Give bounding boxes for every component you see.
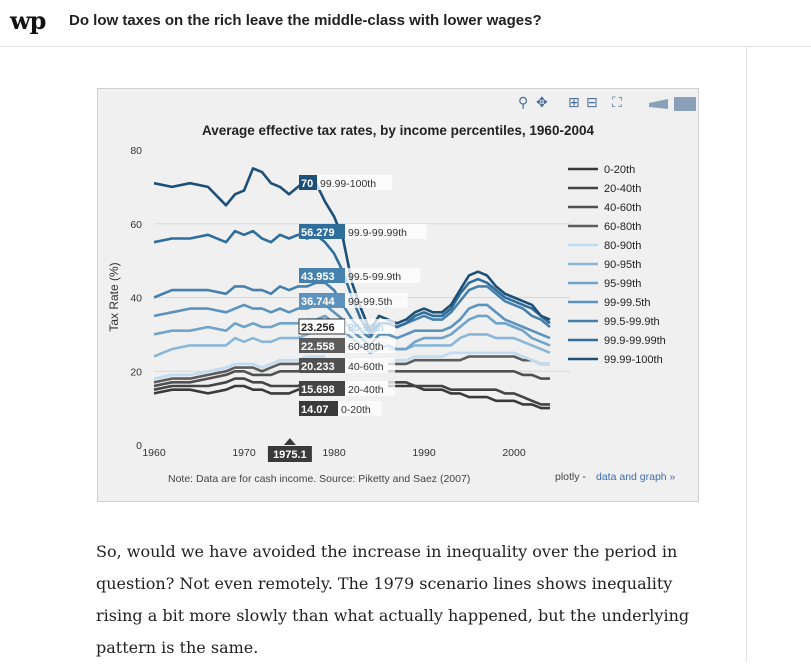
hover-value: 20.233 (301, 361, 335, 373)
hover-name-box (345, 319, 396, 334)
hover-value: 36.744 (301, 296, 336, 308)
legend-label: 99-99.5th (604, 297, 650, 309)
chart-svg: ⚲ ✥ ⊞ ⊟ ⛶ Average effective tax rates, by inc… (107, 95, 696, 485)
plotly-brand: plotly - (555, 471, 586, 483)
hover-value: 22.558 (301, 341, 335, 353)
legend-label: 80-90th (604, 240, 641, 252)
x-tick-label: 2000 (502, 447, 526, 459)
hover-x-box (267, 446, 312, 462)
hover-series-name: 40-60th (348, 361, 384, 373)
hover-series-name: 99.9-99.99th (348, 227, 407, 239)
hover-value: 56.279 (301, 227, 335, 239)
hover-name-box (317, 175, 393, 190)
y-tick-label: 0 (136, 440, 142, 452)
top-bar: wp Do low taxes on the rich leave the mi… (0, 0, 811, 47)
x-tick-label: 1980 (322, 447, 346, 459)
chart-note: Note: Data are for cash income. Source: … (168, 473, 470, 485)
legend-label: 60-80th (604, 221, 641, 233)
series-line-99.9-99.99th[interactable] (153, 229, 551, 336)
hover-value-box (299, 338, 345, 353)
hover-value-box (299, 175, 317, 190)
data-and-graph-link[interactable]: data and graph » (596, 471, 676, 483)
x-tick-label: 1970 (232, 447, 256, 459)
hover-value: 15.698 (301, 384, 335, 396)
hover-value-box (299, 358, 345, 373)
hover-name-box (345, 268, 421, 283)
legend-label: 20-40th (604, 183, 641, 195)
hover-series-name: 80-90th (348, 322, 384, 334)
legend-label: 90-95th (604, 259, 641, 271)
hover-name-box (338, 401, 382, 416)
legend-label: 95-99th (604, 278, 641, 290)
hover-value: 14.07 (301, 404, 329, 416)
zoom-out-icon[interactable]: ⊟ (586, 95, 598, 111)
chart-container: ⚲ ✥ ⊞ ⊟ ⛶ Average effective tax rates, by inc… (97, 88, 699, 502)
hover-value-box (299, 224, 345, 239)
hover-name-box (345, 338, 396, 353)
y-tick-label: 80 (130, 145, 142, 157)
y-tick-label: 20 (130, 366, 142, 378)
article-paragraph: So, would we have avoided the increase i… (96, 542, 690, 657)
y-tick-label: 40 (130, 293, 142, 305)
hover-value: 43.953 (301, 271, 335, 283)
hover-series-name: 99.5-99.9th (348, 271, 401, 283)
hover-series-name: 60-80th (348, 341, 384, 353)
pan-icon[interactable]: ✥ (536, 95, 548, 111)
hover-value-box (299, 268, 345, 283)
autoscale-icon[interactable]: ⛶ (612, 95, 622, 111)
hover-value-box (299, 293, 345, 308)
y-axis-label: Tax Rate (%) (107, 262, 121, 331)
hover-name-box (345, 381, 396, 396)
chart-title: Average effective tax rates, by income p… (202, 123, 594, 138)
hover-series-name: 0-20th (341, 404, 371, 416)
series-line-90-95th[interactable] (153, 329, 551, 358)
hover-value-box (299, 381, 345, 396)
hover-tag-icon[interactable] (649, 99, 668, 109)
hover-x-pointer (283, 438, 296, 445)
right-divider (746, 46, 747, 662)
hover-value: 70 (301, 178, 313, 190)
hover-series-name: 99.99-100th (320, 178, 376, 190)
zoom-in-icon[interactable]: ⊞ (568, 95, 580, 111)
hover-value-box (299, 401, 338, 416)
hover-value: 23.256 (301, 322, 335, 334)
legend-label: 40-60th (604, 202, 641, 214)
compare-icon[interactable] (674, 97, 696, 111)
hover-series-name: 99-99.5th (348, 296, 393, 308)
y-tick-label: 60 (130, 219, 142, 231)
hover-x-label: 1975.1 (273, 449, 307, 461)
legend-label: 99.99-100th (604, 354, 663, 366)
hover-name-box (345, 293, 408, 308)
hover-series-name: 20-40th (348, 384, 384, 396)
legend-label: 99.9-99.99th (604, 335, 666, 347)
legend-label: 99.5-99.9th (604, 316, 660, 328)
logo[interactable]: wp (10, 6, 46, 35)
headline: Do low taxes on the rich leave the middl… (69, 12, 542, 29)
hover-name-box (345, 224, 427, 239)
x-tick-label: 1960 (142, 447, 166, 459)
zoom-icon[interactable]: ⚲ (518, 95, 528, 111)
hover-name-box (345, 358, 396, 373)
x-tick-label: 1990 (412, 447, 436, 459)
legend-label: 0-20th (604, 164, 635, 176)
